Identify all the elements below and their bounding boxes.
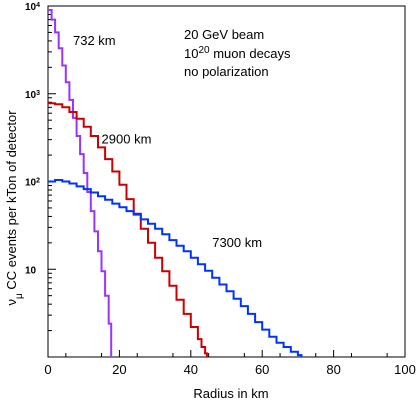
annotation-beam-info: 20 GeV beam 1020 muon decays no polariza… (184, 27, 291, 79)
annotation-line-beam: 20 GeV beam (184, 27, 264, 42)
x-axis: 0 20 40 60 80 100 (44, 350, 416, 377)
x-tick-label: 60 (255, 362, 269, 377)
series-layer: 732 km 2900 km 7300 km (48, 9, 303, 357)
series-line-2 (48, 179, 303, 357)
y-tick-label: 104 (25, 2, 40, 14)
x-axis-title: Radius in km (193, 386, 268, 401)
x-tick-label: 40 (184, 362, 198, 377)
annotation-line-polarization: no polarization (184, 64, 269, 79)
annotation-line-decays: 1020 muon decays (184, 45, 291, 62)
y-tick-label: 10 (25, 265, 37, 276)
x-tick-label: 80 (326, 362, 340, 377)
y-tick-label: 102 (25, 177, 40, 189)
y-axis: 10 102 103 104 (25, 2, 56, 332)
y-tick-label: 103 (25, 89, 40, 101)
x-tick-label: 20 (112, 362, 126, 377)
series-label-2: 7300 km (212, 235, 262, 250)
x-tick-label: 100 (394, 362, 416, 377)
series-line-0 (48, 9, 113, 357)
series-label-1: 2900 km (102, 132, 152, 147)
y-axis-title: νμ CC events per kTon of detector (4, 110, 25, 306)
x-tick-label: 0 (44, 362, 51, 377)
series-label-0: 732 km (73, 33, 116, 48)
